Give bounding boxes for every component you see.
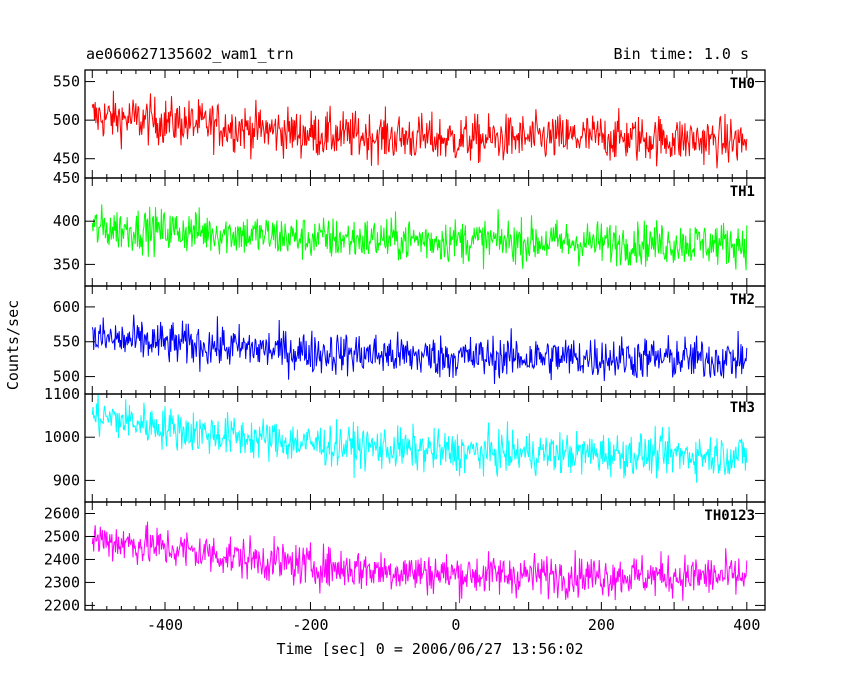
x-tick-label: -200 [292,616,328,634]
series-line-th3 [91,394,748,483]
observation-title: ae060627135602_wam1_trn [86,45,294,63]
x-tick-label: 0 [451,616,460,634]
y-tick-label: 500 [53,368,80,386]
y-tick-label: 350 [53,255,80,273]
y-tick-label: 900 [53,471,80,489]
series-line-th0123 [91,521,748,604]
panel-label: TH0123 [704,508,755,524]
y-tick-label: 450 [53,150,80,168]
panel-th0: 450 500 550 TH0 [53,69,766,179]
x-axis-label: Time [sec] 0 = 2006/06/27 13:56:02 [276,640,583,658]
x-tick-label: 200 [588,616,615,634]
series-line-th0 [91,90,748,169]
bin-time-label: Bin time: 1.0 s [614,45,749,63]
panel-th0123: 2200 2300 2400 2500 2600 TH0123 [44,501,766,614]
panel-label: TH3 [730,400,755,416]
panel-th3: 900 1000 1100 TH3 [44,385,766,503]
panel-stack: 450 500 550 TH0 350 400 450 TH1 500 550 600 TH2 900 1… [44,69,766,634]
series-line-th2 [91,314,748,385]
y-tick-label: 550 [53,73,80,91]
panel-label: TH2 [730,292,755,308]
panel-th2: 500 550 600 TH2 [53,285,766,395]
y-tick-label: 400 [53,212,80,230]
y-tick-label: 1100 [44,385,80,403]
y-tick-label: 2300 [44,573,80,591]
y-axis-label: Counts/sec [4,300,22,390]
y-tick-label: 2200 [44,596,80,614]
panel-frame [84,501,766,611]
y-tick-label: 450 [53,169,80,187]
panel-label: TH1 [730,184,755,200]
y-tick-label: 1000 [44,428,80,446]
x-tick-label: -400 [147,616,183,634]
y-tick-label: 500 [53,111,80,129]
panel-frame [84,285,766,395]
x-tick-label: 400 [733,616,760,634]
y-tick-label: 2400 [44,550,80,568]
series-line-th1 [91,204,748,271]
panel-th1: 350 400 450 TH1 [53,169,766,287]
y-tick-label: 600 [53,298,80,316]
y-tick-label: 550 [53,333,80,351]
y-tick-label: 2600 [44,504,80,522]
panel-label: TH0 [730,76,755,92]
y-tick-label: 2500 [44,527,80,545]
